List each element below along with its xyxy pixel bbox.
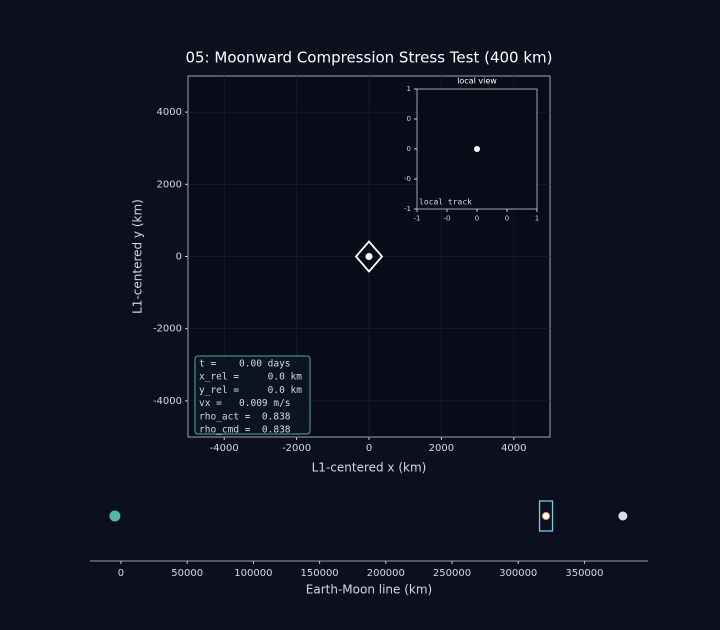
x-tick-label: 50000	[171, 568, 203, 579]
x-tick-label: 2000	[429, 443, 454, 454]
info-line: x_rel = 0.0 km	[199, 372, 302, 383]
y-tick-label: -4000	[153, 396, 182, 407]
point	[109, 510, 121, 522]
point	[618, 511, 628, 521]
inset-note: local track	[419, 198, 472, 207]
x-tick-label: 200000	[367, 568, 405, 579]
x-axis-label: L1-centered x (km)	[312, 461, 427, 475]
x-tick-label: -2000	[282, 443, 311, 454]
x-tick-label: -0	[444, 215, 451, 223]
x-tick-label: 300000	[499, 568, 537, 579]
y-tick-label: 0	[407, 115, 411, 123]
y-axis-label: L1-centered y (km)	[131, 199, 145, 314]
y-tick-label: 0	[176, 252, 182, 263]
point	[542, 512, 551, 520]
l1-marker	[354, 240, 384, 273]
y-tick-label: -0	[404, 175, 411, 183]
info-line: vx = 0.009 m/s	[199, 398, 291, 409]
y-tick-label: -1	[404, 205, 411, 213]
info-line: rho_act = 0.838	[199, 411, 291, 422]
x-tick-label: 1	[535, 215, 539, 223]
x-tick-label: 4000	[501, 443, 526, 454]
l1-box	[538, 500, 554, 532]
x-tick-label: 150000	[301, 568, 339, 579]
x-tick-label: 0	[366, 443, 372, 454]
y-tick-label: 2000	[157, 179, 182, 190]
info-box	[194, 355, 311, 435]
x-tick-label: -1	[414, 215, 421, 223]
x-tick-label: 0	[505, 215, 509, 223]
y-tick-label: 4000	[157, 107, 182, 118]
x-tick-label: 0	[118, 568, 124, 579]
point	[365, 253, 373, 260]
y-tick-label: -2000	[153, 324, 182, 335]
info-line: rho_cmd = 0.838	[199, 425, 291, 436]
chart-title: local view	[457, 77, 497, 86]
info-line: t = 0.00 days	[199, 359, 291, 370]
y-tick-label: 0	[407, 145, 411, 153]
x-tick-label: 100000	[234, 568, 272, 579]
point	[474, 146, 480, 152]
x-tick-label: 350000	[565, 568, 603, 579]
x-tick-label: 250000	[433, 568, 471, 579]
x-tick-label: 0	[475, 215, 479, 223]
chart-title: 05: Moonward Compression Stress Test (40…	[185, 49, 552, 67]
info-line: y_rel = 0.0 km	[199, 385, 302, 396]
x-tick-label: -4000	[210, 443, 239, 454]
x-axis-label: Earth-Moon line (km)	[306, 583, 432, 597]
y-tick-label: 1	[407, 85, 411, 93]
